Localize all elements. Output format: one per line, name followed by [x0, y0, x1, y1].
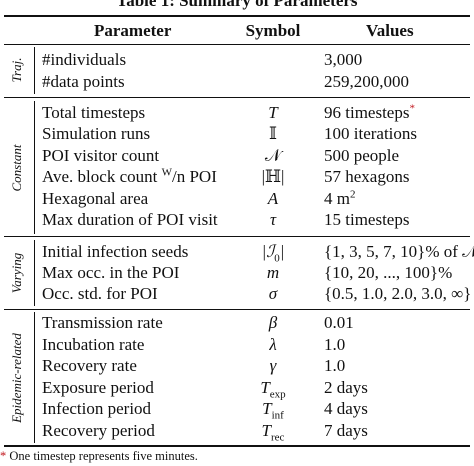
- symbol-cell: σ: [268, 284, 278, 303]
- symbol-cell: |ℐ0|: [261, 242, 285, 265]
- table-row: Initial infection seeds |ℐ0| {1, 3, 5, 7…: [0, 241, 474, 265]
- header-parameter: Parameter: [94, 21, 172, 40]
- parameter-cell: Recovery rate: [42, 356, 137, 375]
- symbol-cell: 𝒩: [264, 146, 282, 165]
- top-rule: [4, 15, 470, 17]
- value-cell: 100 iterations: [324, 124, 418, 143]
- table-row: Occ. std. for POI σ {0.5, 1.0, 2.0, 3.0,…: [0, 283, 474, 305]
- symbol-cell: |ℍ|: [261, 167, 285, 186]
- value-cell: 7 days: [324, 421, 368, 440]
- parameter-cell: Exposure period: [42, 378, 154, 397]
- table-footnote: * One timestep represents five minutes.: [0, 449, 198, 464]
- value-cell: 500 people: [324, 146, 400, 165]
- parameter-cell: Simulation runs: [42, 124, 151, 143]
- table-row: Ave. block count W/n POI |ℍ| 57 hexagons: [0, 166, 474, 188]
- table-row: Recovery rate γ 1.0: [0, 355, 474, 377]
- footnote-marker: *: [409, 102, 415, 115]
- parameter-cell: Max occ. in the POI: [42, 263, 180, 282]
- value-cell: 259,200,000: [324, 72, 409, 91]
- value-cell: {0.5, 1.0, 2.0, 3.0, ∞}: [324, 284, 472, 303]
- value-cell: 1.0: [324, 335, 346, 354]
- table-row: Max occ. in the POI m {10, 20, ..., 100}…: [0, 262, 474, 284]
- parameter-cell: Max duration of POI visit: [42, 210, 218, 229]
- header-values: Values: [366, 21, 414, 40]
- table-row: Simulation runs 𝕀 100 iterations: [0, 123, 474, 145]
- symbol-cell: Texp: [260, 378, 286, 401]
- footnote-text: One timestep represents five minutes.: [6, 449, 198, 463]
- group-divider: [34, 312, 35, 443]
- symbol-cell: T: [268, 103, 278, 122]
- symbol-cell: τ: [269, 210, 277, 229]
- table-row: Recovery period Trec 7 days: [0, 420, 474, 444]
- parameter-cell: Ave. block count W/n POI: [42, 166, 217, 186]
- value-cell: {10, 20, ..., 100}%: [324, 263, 453, 282]
- symbol-cell: Trec: [261, 421, 285, 444]
- value-cell: 0.01: [324, 313, 354, 332]
- parameter-cell: #individuals: [42, 50, 127, 69]
- symbol-cell: β: [268, 313, 278, 332]
- parameter-cell: Total timesteps: [42, 103, 146, 122]
- value-cell: 1.0: [324, 356, 346, 375]
- group-divider: [34, 101, 35, 234]
- symbol-cell: γ: [269, 356, 277, 375]
- table-caption: Table 1: Summary of Parameters: [116, 0, 358, 10]
- section-rule: [4, 97, 470, 98]
- value-cell: 15 timesteps: [324, 210, 410, 229]
- section-rule: [4, 309, 470, 310]
- parameter-cell: Recovery period: [42, 421, 155, 440]
- group-divider: [34, 240, 35, 306]
- symbol-cell: λ: [269, 335, 277, 354]
- footnote-star: *: [0, 449, 7, 463]
- group-divider: [34, 47, 35, 94]
- parameter-cell: Hexagonal area: [42, 189, 149, 208]
- value-cell: 96 timesteps*: [324, 102, 415, 122]
- parameter-cell: Occ. std. for POI: [42, 284, 158, 303]
- table-row: #individuals 3,000: [0, 49, 474, 71]
- table-row: POI visitor count 𝒩 500 people: [0, 145, 474, 167]
- table-header-row: Parameter Symbol Values: [0, 20, 474, 42]
- table-row: Max duration of POI visit τ 15 timesteps: [0, 209, 474, 231]
- value-cell: 4 days: [324, 399, 368, 418]
- symbol-cell: m: [266, 263, 280, 282]
- header-symbol: Symbol: [245, 21, 301, 40]
- value-cell: {1, 3, 5, 7, 10}% of 𝒩: [324, 242, 474, 261]
- value-cell: 2 days: [324, 378, 368, 397]
- table-row: #data points 259,200,000: [0, 71, 474, 93]
- parameter-cell: Initial infection seeds: [42, 242, 189, 261]
- table-row: Incubation rate λ 1.0: [0, 334, 474, 356]
- symbol-cell: A: [267, 189, 279, 208]
- table-row: Exposure period Texp 2 days: [0, 377, 474, 401]
- value-cell: 4 m2: [324, 188, 356, 208]
- table-row: Transmission rate β 0.01: [0, 312, 474, 334]
- parameter-cell: POI visitor count: [42, 146, 160, 165]
- table-row: Hexagonal area A 4 m2: [0, 188, 474, 210]
- header-rule: [4, 44, 470, 45]
- value-cell: 3,000: [324, 50, 363, 69]
- parameter-cell: Incubation rate: [42, 335, 145, 354]
- parameter-cell: #data points: [42, 72, 125, 91]
- symbol-cell: 𝕀: [269, 124, 277, 143]
- symbol-cell: Tinf: [262, 399, 284, 422]
- parameter-cell: Infection period: [42, 399, 152, 418]
- table-row: Total timesteps T 96 timesteps*: [0, 102, 474, 124]
- value-cell: 57 hexagons: [324, 167, 410, 186]
- bottom-rule: [4, 445, 470, 447]
- section-rule: [4, 236, 470, 237]
- parameter-cell: Transmission rate: [42, 313, 163, 332]
- table-row: Infection period Tinf 4 days: [0, 398, 474, 422]
